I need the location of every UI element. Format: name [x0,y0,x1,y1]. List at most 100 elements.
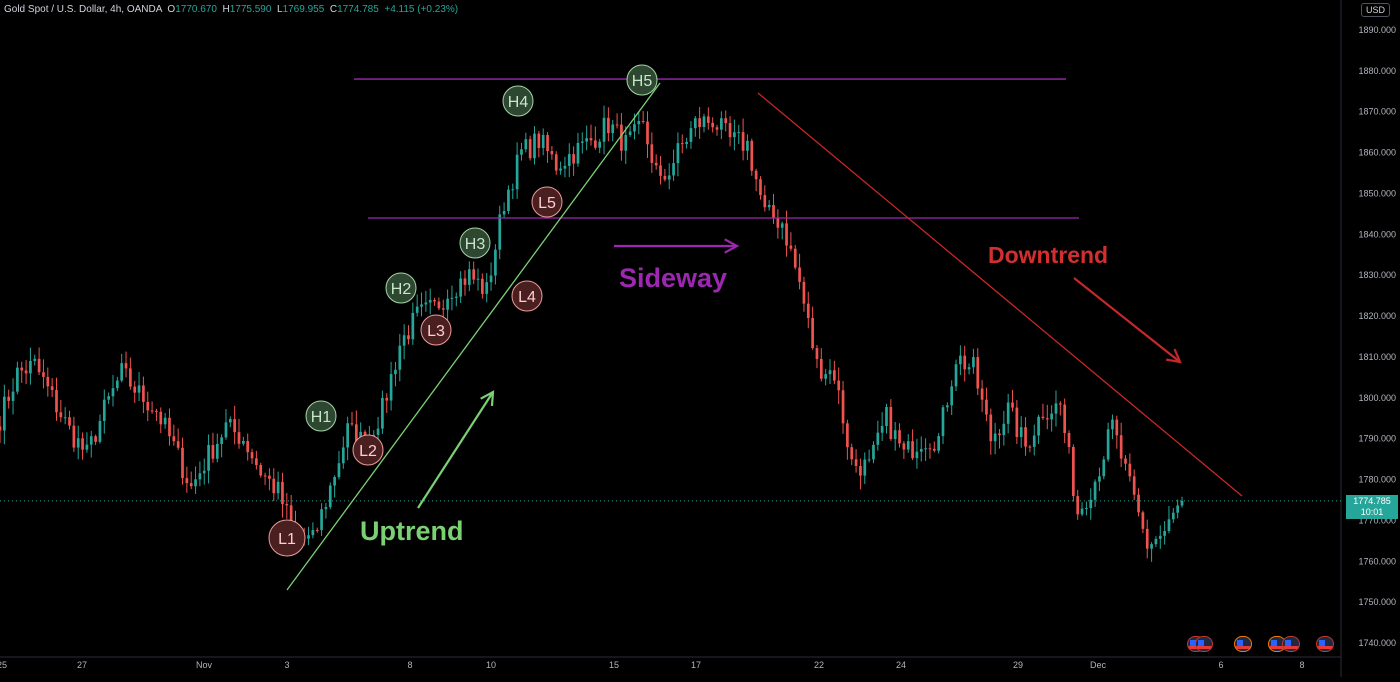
event-icon[interactable] [1268,636,1286,652]
candle-body [224,422,228,438]
candle-body [1163,531,1166,536]
candle-body [559,168,562,171]
y-tick-label: 1830.000 [1358,270,1396,280]
y-tick-label: 1760.000 [1358,556,1396,566]
candle-body [602,117,606,142]
candle-body [685,141,688,145]
event-icon[interactable] [1234,636,1252,652]
candle-body [850,447,854,460]
candle-body [889,406,893,440]
candle-body [150,410,154,412]
candle-body [207,444,210,471]
candle-body [733,132,736,138]
change-value: +4.115 (+0.23%) [384,4,459,15]
candle-body [963,355,967,370]
candle-body [250,452,254,459]
candle-body [811,317,814,349]
candle-body [111,388,115,397]
candle-body [937,436,940,451]
candle-body [898,430,901,444]
candle-body [129,368,132,387]
candle-body [198,473,202,480]
us-flag-icon[interactable] [1195,636,1213,652]
candle-body [315,530,319,532]
candle-body [350,423,354,425]
candle-body [381,397,384,429]
candle-body [724,118,728,124]
y-tick-label: 1740.000 [1358,638,1396,648]
candle-body [737,132,741,134]
candle-body [68,417,71,426]
candle-body [341,447,345,464]
candle-body [576,142,580,164]
candle-body [945,405,949,408]
downtrend-arrow-icon [1073,277,1182,364]
candle-body [402,335,406,346]
candle-body [494,249,497,276]
us-flag-icon[interactable] [1316,636,1334,652]
candle-body [489,275,493,283]
x-tick-label: 24 [896,660,906,670]
candle-body [1141,512,1145,529]
candle-body [1124,458,1127,464]
swing-label: H1 [311,409,332,426]
swing-label: H3 [465,236,486,253]
candle-body [237,432,241,444]
candle-body [819,358,823,379]
candle-body [1171,512,1175,520]
candle-body [928,448,932,450]
candle-body [263,475,267,477]
candle-body [159,411,163,425]
candle-body [1176,505,1180,513]
candle-body [806,303,810,318]
candle-body [941,407,945,437]
candle-body [659,165,662,176]
candle-body [1024,427,1027,447]
x-tick-label: 25 [0,660,7,670]
candle-body [846,423,849,448]
last-price-value: 1774.785 [1353,496,1391,506]
candle-body [680,143,684,145]
candle-body [1145,528,1149,549]
candle-body [320,509,323,531]
candle-body [272,478,276,494]
candle-body [654,162,658,166]
candle-body [1180,500,1184,506]
candle-body [1006,402,1010,424]
swing-marker [305,400,337,432]
candle-body [50,386,54,391]
candle-body [394,369,397,375]
x-tick-label: 10 [486,660,496,670]
candle-body [155,410,158,412]
swing-marker [459,227,491,259]
candle-body [663,175,667,180]
candle-body [202,470,206,474]
candle-body [993,433,997,442]
candle-body [572,154,575,164]
candle-body [233,419,237,433]
currency-button[interactable]: USD [1360,3,1390,17]
candle-body [902,443,906,450]
candle-body [354,424,358,447]
candle-body [163,417,167,425]
candle-body [880,426,884,433]
candle-body [646,121,649,145]
candle-body [133,386,137,393]
candle-body [1063,404,1067,434]
candle-body [502,210,506,215]
candle-body [615,124,619,126]
candle-body [146,401,150,411]
candle-body [33,358,37,361]
candle-body [1080,508,1084,515]
candle-body [833,370,836,381]
us-flag-icon[interactable] [1282,636,1300,652]
candle-body [972,357,975,368]
candle-body [802,281,806,304]
candle-body [376,428,380,435]
candle-body [789,245,793,249]
candle-body [676,143,680,164]
candle-body [211,444,215,459]
candle-body [446,298,449,310]
